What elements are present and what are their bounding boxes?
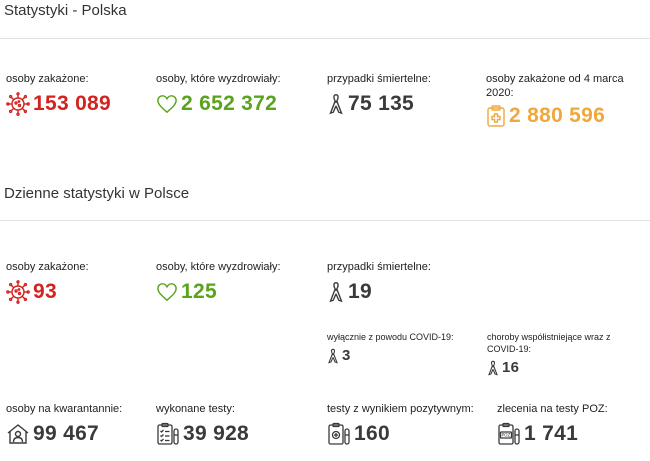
stat-daily-deaths-comorbid: choroby współistniejące wraz z COVID-19:… (487, 331, 642, 376)
ribbon-icon (327, 348, 339, 364)
stat-value: 39 928 (183, 422, 250, 445)
stat-overall-deaths: przypadki śmiertelne: 75 135 (327, 72, 487, 116)
stat-value: 75 135 (348, 92, 415, 115)
stat-value: 99 467 (33, 422, 100, 445)
positive-test-icon (327, 422, 351, 446)
stat-label: wykonane testy: (156, 403, 235, 415)
stat-label: testy z wynikiem pozytywnym: (327, 403, 474, 415)
section-title-overall: Statystyki - Polska (4, 2, 127, 19)
stat-label: osoby, które wyzdrowiały: (156, 261, 281, 273)
stat-label: osoby zakażone od 4 marca 2020: (486, 73, 624, 99)
stat-daily-deaths: przypadki śmiertelne: 19 (327, 260, 487, 304)
stat-label: przypadki śmiertelne: (327, 73, 431, 85)
divider (0, 38, 650, 39)
stat-value: 2 652 372 (181, 92, 278, 115)
heart-icon (156, 94, 178, 114)
stat-value: 160 (354, 422, 390, 445)
stat-value: 125 (181, 280, 217, 303)
stat-value: 2 880 596 (509, 104, 606, 127)
stat-label: wyłącznie z powodu COVID-19: (327, 332, 454, 342)
stat-value: 3 (342, 347, 351, 364)
heart-icon (156, 282, 178, 302)
ribbon-icon (487, 360, 499, 376)
section-title-daily: Dzienne statystyki w Polsce (4, 185, 190, 202)
virus-icon (6, 92, 30, 116)
svg-text:POZ: POZ (502, 433, 511, 439)
stat-label: osoby, które wyzdrowiały: (156, 73, 281, 85)
stat-daily-recovered: osoby, które wyzdrowiały: 125 (156, 260, 316, 304)
house-person-icon (6, 423, 30, 445)
virus-icon (6, 280, 30, 304)
stat-daily-tests: wykonane testy: 39 928 (156, 402, 316, 446)
stat-value: 19 (348, 280, 372, 303)
ribbon-icon (327, 93, 345, 115)
stat-label: osoby na kwarantannie: (6, 403, 123, 415)
stat-daily-quarantine: osoby na kwarantannie: 99 467 (6, 402, 166, 446)
stat-daily-infected: osoby zakażone: 93 (6, 260, 166, 304)
stat-value: 153 089 (33, 92, 112, 115)
divider (0, 220, 650, 221)
stat-overall-infected: osoby zakażone: 153 089 (6, 72, 166, 116)
stat-overall-recovered: osoby, które wyzdrowiały: 2 652 372 (156, 72, 316, 116)
stat-value: 93 (33, 280, 57, 303)
stat-label: osoby zakażone: (6, 73, 89, 85)
stat-overall-infected-since: osoby zakażone od 4 marca 2020: 2 880 59… (486, 72, 641, 128)
stat-value: 1 741 (524, 422, 579, 445)
stat-daily-poz-orders: zlecenia na testy POZ: POZ 1 741 (497, 402, 650, 446)
stat-label: osoby zakażone: (6, 261, 89, 273)
test-list-icon (156, 422, 180, 446)
stat-daily-deaths-covid-only: wyłącznie z powodu COVID-19: 3 (327, 331, 477, 364)
ribbon-icon (327, 281, 345, 303)
stat-label: przypadki śmiertelne: (327, 261, 431, 273)
stat-label: choroby współistniejące wraz z COVID-19: (487, 332, 611, 354)
poz-order-icon: POZ (497, 422, 521, 446)
stat-label: zlecenia na testy POZ: (497, 403, 608, 415)
stat-value: 16 (502, 359, 520, 376)
stat-daily-positive-tests: testy z wynikiem pozytywnym: 160 (327, 402, 487, 446)
clipboard-medical-icon (486, 104, 506, 128)
